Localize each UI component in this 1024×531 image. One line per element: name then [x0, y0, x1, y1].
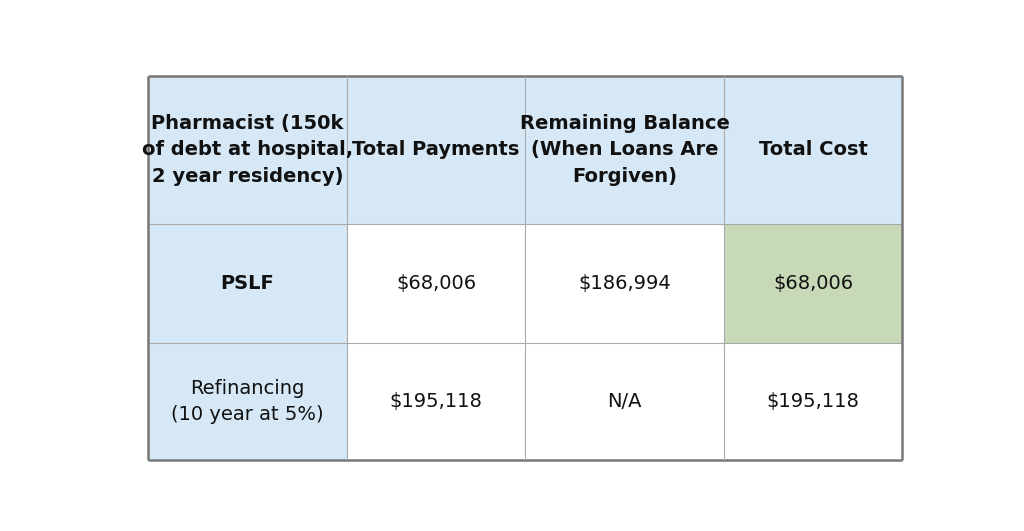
Bar	[724, 343, 902, 460]
Bar	[147, 224, 347, 343]
Bar	[724, 76, 902, 224]
Bar	[724, 224, 902, 343]
Text: $186,994: $186,994	[579, 274, 671, 293]
Bar	[524, 224, 724, 343]
Text: $195,118: $195,118	[767, 392, 859, 411]
Bar	[347, 224, 524, 343]
Text: Total Payments: Total Payments	[352, 141, 520, 159]
Text: N/A: N/A	[607, 392, 642, 411]
Text: Pharmacist (150k
of debt at hospital,
2 year residency): Pharmacist (150k of debt at hospital, 2 …	[142, 114, 353, 186]
Text: Remaining Balance
(When Loans Are
Forgiven): Remaining Balance (When Loans Are Forgiv…	[519, 114, 729, 186]
Bar	[347, 76, 524, 224]
Bar	[524, 76, 724, 224]
Text: PSLF: PSLF	[221, 274, 274, 293]
Text: $195,118: $195,118	[390, 392, 482, 411]
Text: Refinancing
(10 year at 5%): Refinancing (10 year at 5%)	[171, 379, 324, 424]
Text: $68,006: $68,006	[396, 274, 476, 293]
Bar	[524, 343, 724, 460]
Bar	[147, 76, 347, 224]
Bar	[347, 343, 524, 460]
Text: $68,006: $68,006	[773, 274, 853, 293]
Text: Total Cost: Total Cost	[759, 141, 867, 159]
Bar	[147, 343, 347, 460]
